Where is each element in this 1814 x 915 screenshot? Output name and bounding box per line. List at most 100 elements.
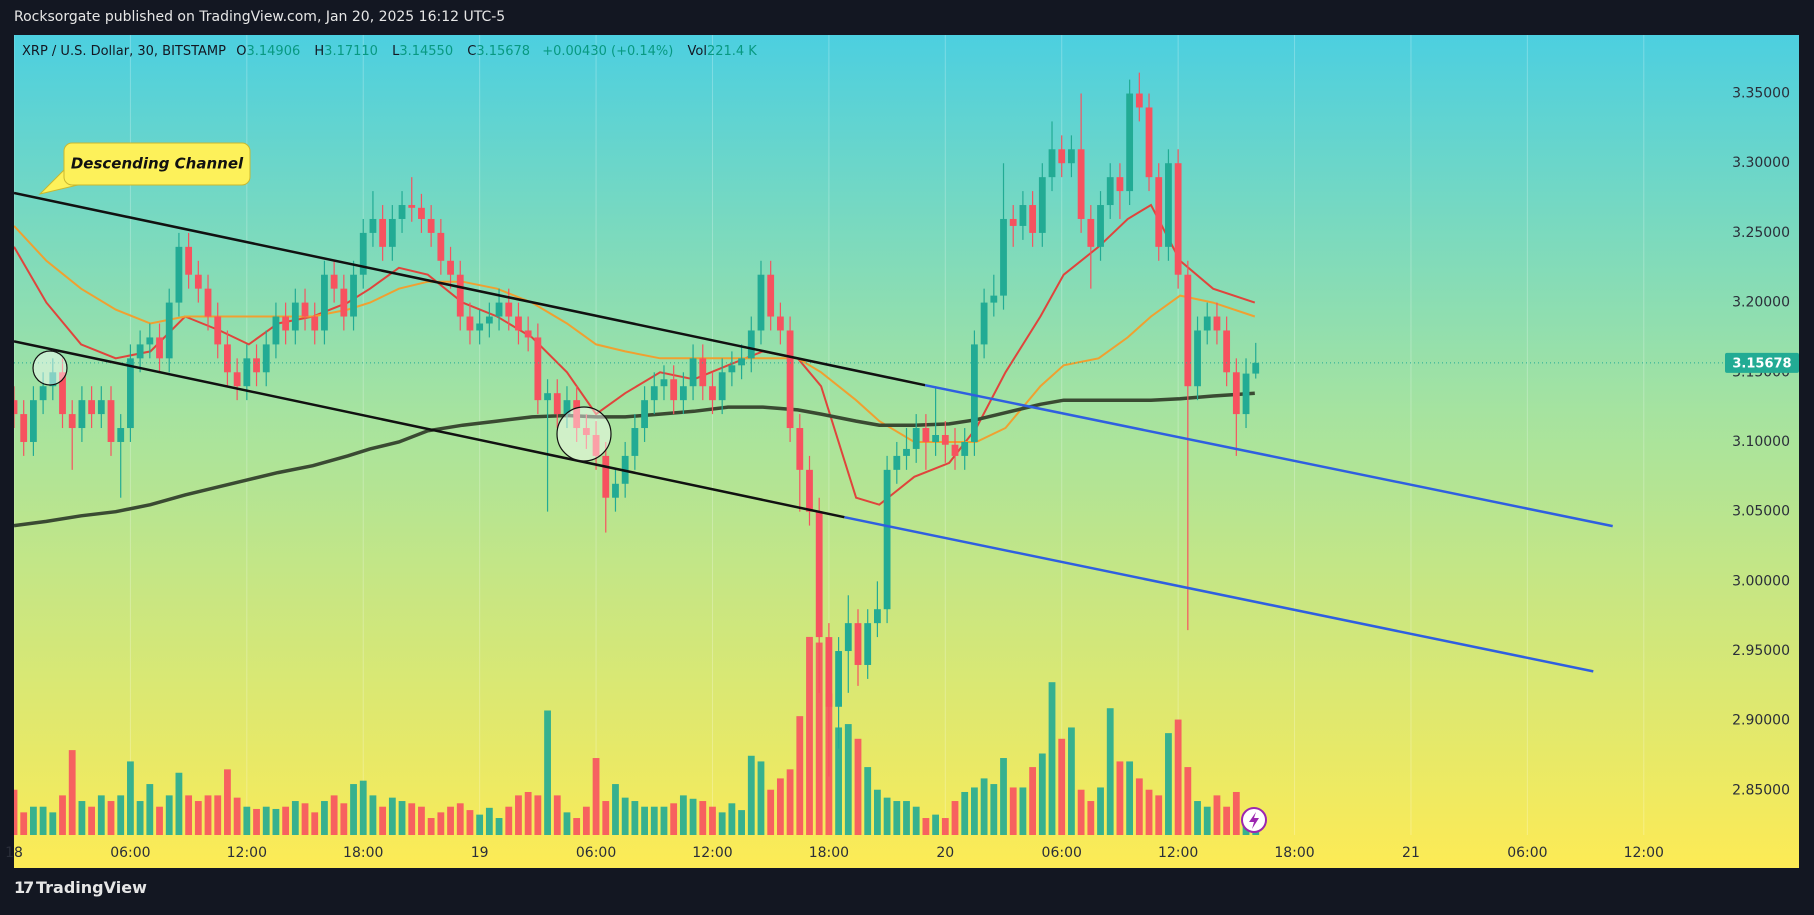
volume-bar	[127, 761, 134, 835]
candle-body	[893, 455, 901, 470]
ohlc-label: O	[236, 44, 247, 59]
volume-bar	[485, 807, 493, 835]
volume-bar	[980, 778, 988, 835]
candle-body	[117, 428, 125, 442]
candle-body	[592, 435, 600, 456]
volume-bar	[1000, 758, 1007, 835]
volume-bar	[359, 780, 367, 835]
candle-body	[1165, 163, 1172, 247]
candle-body	[806, 469, 813, 512]
volume-bar	[961, 791, 969, 835]
volume-bar	[815, 642, 823, 835]
candle-body	[718, 372, 726, 401]
volume-bar	[107, 801, 115, 835]
x-tick-label: 19	[471, 845, 489, 861]
candle-body	[447, 260, 454, 275]
volume-bar	[864, 767, 872, 835]
y-tick-label: 3.35000	[1732, 86, 1790, 102]
volume-label: Vol	[687, 44, 707, 59]
candle-body	[495, 302, 503, 317]
x-tick-label: 06:00	[576, 845, 616, 861]
candle-body	[505, 302, 513, 317]
trendline	[14, 191, 926, 387]
trendlines	[14, 191, 1613, 673]
candle-body	[971, 344, 978, 442]
publish-bar: Rocksorgate published on TradingView.com…	[0, 0, 1814, 35]
volume-bar	[224, 769, 231, 835]
x-tick-label: 06:00	[1507, 845, 1547, 861]
candle-body	[243, 358, 251, 387]
candle-body	[602, 455, 610, 498]
candle-body	[1087, 218, 1095, 247]
y-tick-label: 2.95000	[1732, 643, 1790, 659]
volume-bar	[156, 806, 163, 835]
candle-body	[253, 358, 260, 373]
volume-bar	[1213, 795, 1221, 835]
candle-body	[1184, 274, 1192, 387]
trendline	[924, 383, 1613, 528]
ohlc-value: 3.14906	[246, 44, 301, 59]
candle-body	[786, 330, 794, 429]
volume-bar	[1232, 791, 1240, 835]
volume-bar	[747, 755, 755, 835]
volume-bar	[408, 803, 416, 835]
volume-bar	[592, 758, 600, 835]
volume-bar	[515, 795, 522, 835]
moving-average	[14, 225, 1256, 443]
candle-body	[612, 483, 619, 498]
logo-text: TradingView	[36, 878, 147, 897]
candle-body	[582, 428, 590, 435]
candle-body	[776, 316, 784, 331]
candle-body	[156, 337, 163, 359]
volume-bar	[437, 812, 445, 835]
volume-bar	[282, 806, 290, 835]
volume-bar	[175, 772, 183, 835]
candle-body	[796, 428, 804, 470]
volume-bar	[1203, 806, 1211, 835]
volume-bar	[1145, 789, 1153, 835]
candle-body	[864, 623, 872, 665]
volume-bar	[689, 798, 697, 835]
volume-bar	[1077, 789, 1085, 835]
candle-body	[194, 274, 202, 289]
x-tick-label: 21	[1402, 845, 1420, 861]
volume-bar	[330, 795, 338, 835]
volume-bar	[670, 803, 678, 835]
volume-bar	[990, 784, 998, 835]
ohlc-value: 3.17110	[324, 44, 378, 59]
candle-body	[456, 274, 464, 317]
symbol: XRP / U.S. Dollar, 30, BITSTAMP	[22, 44, 226, 59]
logo-mark: 17	[14, 878, 34, 897]
volume-bar	[1097, 787, 1104, 835]
y-tick-label: 3.20000	[1732, 295, 1790, 311]
volume-bar	[776, 778, 784, 835]
footer: 17 TradingView	[14, 878, 147, 897]
candle-body	[1223, 330, 1231, 373]
candle-body	[1097, 205, 1104, 247]
volume-bar	[621, 797, 629, 835]
volume-bar	[1038, 753, 1046, 835]
volume-bar	[456, 803, 464, 835]
y-tick-label: 3.00000	[1732, 573, 1790, 589]
volume-bar	[903, 801, 910, 835]
volume-bar	[660, 806, 668, 835]
volume-bar	[272, 808, 280, 835]
x-tick-label: 12:00	[227, 845, 267, 861]
volume-bar	[709, 806, 716, 835]
candle-body	[941, 435, 949, 445]
candle-body	[1252, 362, 1260, 374]
volume-bar	[835, 727, 842, 835]
candle-body	[1203, 316, 1211, 331]
volume-bar	[321, 801, 328, 835]
candle-body	[1232, 372, 1240, 415]
y-tick-label: 3.25000	[1732, 225, 1790, 241]
moving-average	[14, 203, 1256, 506]
volume-bar	[534, 795, 542, 835]
candle-body	[282, 316, 290, 331]
volume-bar	[1135, 778, 1143, 835]
candle-body	[932, 435, 940, 442]
candle-body	[1106, 177, 1114, 206]
candle-body	[1019, 205, 1027, 226]
volume-bar	[1126, 761, 1134, 835]
candle-body	[204, 288, 212, 317]
